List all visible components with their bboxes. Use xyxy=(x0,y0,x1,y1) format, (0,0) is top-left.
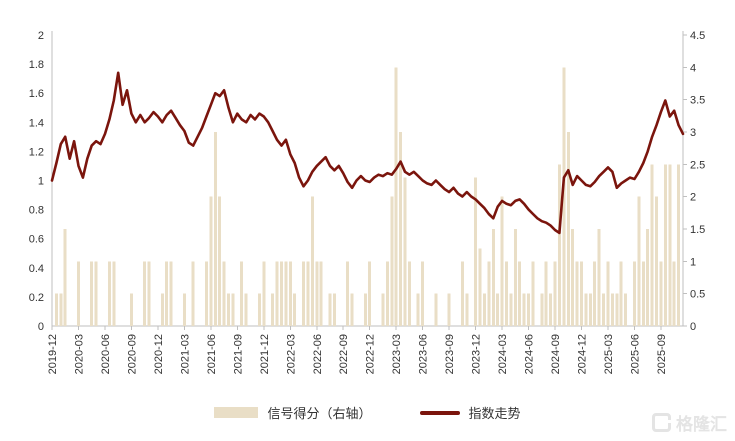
axis-tick-label: 2021-12 xyxy=(259,334,271,374)
axis-tick-label: 2019-12 xyxy=(47,334,59,374)
axis-tick-label: 2024-12 xyxy=(577,334,589,374)
axis-tick-label: 2021-03 xyxy=(179,334,191,374)
y-axis-right: 4.5 4 3.5 3 2.5 2 1.5 1 0.5 0 xyxy=(683,30,705,333)
axis-tick-label: 2025-03 xyxy=(603,334,615,374)
y-axis-left: 2 1.8 1.6 1.4 1.2 1 0.8 0.6 0.4 0.2 0 xyxy=(29,30,44,333)
axis-tick-label: 1.5 xyxy=(690,224,705,236)
axis-tick-label: 2023-12 xyxy=(471,334,483,374)
axis-tick-label: 3 xyxy=(690,127,696,139)
watermark-text: 格隆汇 xyxy=(676,415,727,434)
axis-tick-label: 1.4 xyxy=(29,117,44,129)
axis-tick-label: 2023-03 xyxy=(391,334,403,374)
axis-tick-label: 2023-06 xyxy=(418,334,430,374)
axis-tick-label: 2020-03 xyxy=(73,334,85,374)
axis-tick-label: 1 xyxy=(690,256,696,268)
legend-label-index-trend: 指数走势 xyxy=(468,406,521,421)
axis-tick-label: 2021-09 xyxy=(232,334,244,374)
axis-tick-label: 2025-06 xyxy=(629,334,641,374)
axis-tick-label: 0.8 xyxy=(29,205,44,217)
axis-tick-label: 0 xyxy=(690,321,696,333)
line-swatch xyxy=(419,410,460,415)
axis-tick-label: 0.2 xyxy=(29,292,44,304)
axis-tick-label: 2024-06 xyxy=(524,334,536,374)
axis-tick-label: 0.5 xyxy=(690,289,705,301)
axis-tick-label: 2022-06 xyxy=(312,334,324,374)
axis-tick-label: 2020-09 xyxy=(126,334,138,374)
axis-tick-label: 2 xyxy=(38,30,44,42)
axis-tick-label: 1.2 xyxy=(29,146,44,158)
gelonghui-logo-icon xyxy=(652,413,671,432)
axis-tick-label: 2020-12 xyxy=(153,334,165,374)
axis-tick-label: 2022-12 xyxy=(365,334,377,374)
chart-legend: 信号得分（右轴） 指数走势 xyxy=(0,403,735,422)
axis-tick-label: 3.5 xyxy=(690,95,705,107)
axis-tick-label: 2024-09 xyxy=(550,334,562,374)
legend-item-signal-score: 信号得分（右轴） xyxy=(214,403,372,422)
combo-chart: 2 1.8 1.6 1.4 1.2 1 0.8 0.6 0.4 0.2 0 4.5 4 3.5 3 2.5 2 1… xyxy=(29,30,706,374)
axis-tick-label: 0.4 xyxy=(29,263,44,275)
axis-tick-label: 2024-03 xyxy=(497,334,509,374)
axis-tick-label: 4 xyxy=(690,62,696,74)
axis-tick-label: 2023-09 xyxy=(444,334,456,374)
axis-tick-label: 1.8 xyxy=(29,59,44,71)
axis-tick-label: 2022-09 xyxy=(338,334,350,374)
axis-tick-label: 0 xyxy=(38,321,44,333)
watermark-gelonghui: 格隆汇 xyxy=(652,410,727,435)
axis-tick-label: 2020-06 xyxy=(100,334,112,374)
x-axis: 2019-12 2020-03 2020-06 2020-09 2020-12 2021-… xyxy=(47,326,668,374)
line-series xyxy=(50,71,685,235)
legend-item-index-trend: 指数走势 xyxy=(419,403,521,422)
axis-tick-label: 2 xyxy=(690,192,696,204)
bar-series xyxy=(54,67,681,326)
axis-tick-label: 1.6 xyxy=(29,88,44,100)
bar-swatch xyxy=(214,407,259,418)
axis-tick-label: 4.5 xyxy=(690,30,705,42)
axes xyxy=(51,31,684,327)
axis-tick-label: 2.5 xyxy=(690,159,705,171)
legend-label-signal-score: 信号得分（右轴） xyxy=(267,406,372,421)
axis-tick-label: 2021-06 xyxy=(206,334,218,374)
axis-tick-label: 2022-03 xyxy=(285,334,297,374)
axis-tick-label: 2025-09 xyxy=(656,334,668,374)
axis-tick-label: 1 xyxy=(38,176,44,188)
axis-tick-label: 0.6 xyxy=(29,234,44,246)
